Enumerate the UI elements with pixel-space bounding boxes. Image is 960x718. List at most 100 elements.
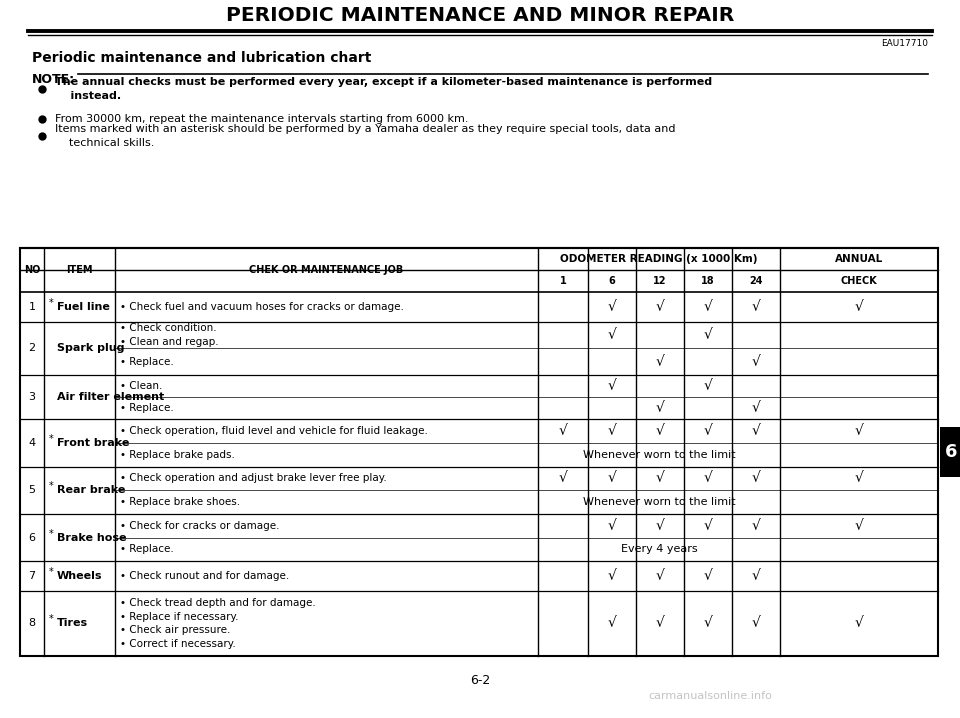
- Text: • Check condition.
• Clean and regap.: • Check condition. • Clean and regap.: [120, 323, 219, 347]
- Text: 5: 5: [29, 485, 36, 495]
- Text: *: *: [49, 567, 54, 577]
- Text: 6: 6: [609, 276, 615, 286]
- Text: √: √: [704, 379, 712, 393]
- Text: CHEK OR MAINTENANCE JOB: CHEK OR MAINTENANCE JOB: [250, 265, 403, 275]
- Text: 24: 24: [749, 276, 763, 286]
- Text: Periodic maintenance and lubrication chart: Periodic maintenance and lubrication cha…: [32, 51, 372, 65]
- Text: √: √: [752, 300, 760, 314]
- Text: √: √: [656, 300, 664, 314]
- Text: • Replace.: • Replace.: [120, 403, 174, 413]
- Text: √: √: [608, 519, 616, 533]
- Text: 6: 6: [29, 533, 36, 543]
- Text: 1: 1: [560, 276, 566, 286]
- Text: CHECK: CHECK: [841, 276, 877, 286]
- Text: Rear brake: Rear brake: [57, 485, 126, 495]
- Text: 18: 18: [701, 276, 715, 286]
- Text: √: √: [704, 617, 712, 630]
- Text: From 30000 km, repeat the maintenance intervals starting from 6000 km.: From 30000 km, repeat the maintenance in…: [55, 114, 468, 124]
- Text: Items marked with an asterisk should be performed by a Yamaha dealer as they req: Items marked with an asterisk should be …: [55, 124, 676, 148]
- Text: EAU17710: EAU17710: [881, 39, 928, 48]
- Text: Whenever worn to the limit: Whenever worn to the limit: [583, 497, 735, 507]
- Text: √: √: [704, 300, 712, 314]
- Text: Whenever worn to the limit: Whenever worn to the limit: [583, 449, 735, 460]
- Text: NO: NO: [24, 265, 40, 275]
- Text: Every 4 years: Every 4 years: [621, 544, 697, 554]
- Text: √: √: [559, 424, 567, 438]
- Text: • Replace brake shoes.: • Replace brake shoes.: [120, 497, 240, 507]
- Text: • Check tread depth and for damage.
• Replace if necessary.
• Check air pressure: • Check tread depth and for damage. • Re…: [120, 598, 316, 649]
- Text: √: √: [656, 472, 664, 485]
- Text: 3: 3: [29, 392, 36, 402]
- Text: √: √: [752, 355, 760, 368]
- Text: ANNUAL: ANNUAL: [835, 254, 883, 264]
- Text: √: √: [656, 424, 664, 438]
- Text: √: √: [752, 617, 760, 630]
- Text: 2: 2: [29, 343, 36, 353]
- Text: √: √: [752, 569, 760, 583]
- Text: √: √: [854, 617, 863, 630]
- Text: Fuel line: Fuel line: [57, 302, 109, 312]
- Text: √: √: [704, 519, 712, 533]
- Text: Front brake: Front brake: [57, 438, 130, 448]
- Text: √: √: [656, 355, 664, 368]
- Text: √: √: [608, 472, 616, 485]
- Text: • Replace brake pads.: • Replace brake pads.: [120, 449, 235, 460]
- Text: • Check operation and adjust brake lever free play.: • Check operation and adjust brake lever…: [120, 473, 387, 483]
- Text: √: √: [704, 472, 712, 485]
- Text: PERIODIC MAINTENANCE AND MINOR REPAIR: PERIODIC MAINTENANCE AND MINOR REPAIR: [226, 6, 734, 25]
- Text: Air filter element: Air filter element: [57, 392, 164, 402]
- Text: √: √: [704, 328, 712, 342]
- Text: • Check fuel and vacuum hoses for cracks or damage.: • Check fuel and vacuum hoses for cracks…: [120, 302, 404, 312]
- Text: √: √: [704, 569, 712, 583]
- Bar: [20, 248, 938, 656]
- Text: √: √: [752, 519, 760, 533]
- Text: NOTE:: NOTE:: [32, 73, 75, 86]
- Text: • Replace.: • Replace.: [120, 357, 174, 367]
- Text: 6-2: 6-2: [469, 673, 491, 686]
- Text: √: √: [752, 472, 760, 485]
- Text: √: √: [656, 617, 664, 630]
- Text: √: √: [854, 472, 863, 485]
- Text: 4: 4: [29, 438, 36, 448]
- Text: *: *: [49, 434, 54, 444]
- Text: • Replace.: • Replace.: [120, 544, 174, 554]
- Text: Tires: Tires: [57, 618, 88, 628]
- Text: Spark plug: Spark plug: [57, 343, 125, 353]
- Text: ODOMETER READING (x 1000 Km): ODOMETER READING (x 1000 Km): [561, 254, 757, 264]
- Text: • Clean.: • Clean.: [120, 381, 162, 391]
- Text: 6: 6: [945, 443, 957, 461]
- Text: √: √: [608, 569, 616, 583]
- Text: 8: 8: [29, 618, 36, 628]
- Text: √: √: [752, 401, 760, 415]
- Text: The annual checks must be performed every year, except if a kilometer-based main: The annual checks must be performed ever…: [55, 77, 712, 101]
- Text: √: √: [559, 472, 567, 485]
- Text: √: √: [704, 424, 712, 438]
- Text: √: √: [608, 328, 616, 342]
- Text: carmanualsonline.info: carmanualsonline.info: [648, 691, 772, 701]
- Text: √: √: [854, 424, 863, 438]
- Text: • Check runout and for damage.: • Check runout and for damage.: [120, 571, 289, 581]
- Text: √: √: [854, 300, 863, 314]
- Text: 12: 12: [653, 276, 667, 286]
- Text: √: √: [608, 300, 616, 314]
- Text: √: √: [656, 519, 664, 533]
- Text: • Check operation, fluid level and vehicle for fluid leakage.: • Check operation, fluid level and vehic…: [120, 426, 428, 436]
- Text: √: √: [608, 424, 616, 438]
- Text: Brake hose: Brake hose: [57, 533, 127, 543]
- Text: *: *: [49, 615, 54, 625]
- Text: √: √: [752, 424, 760, 438]
- Text: 7: 7: [29, 571, 36, 581]
- Text: 1: 1: [29, 302, 36, 312]
- Text: *: *: [49, 528, 54, 538]
- Text: *: *: [49, 481, 54, 491]
- Text: √: √: [656, 401, 664, 415]
- Bar: [940, 427, 960, 477]
- Text: √: √: [854, 519, 863, 533]
- Text: Wheels: Wheels: [57, 571, 103, 581]
- Text: ITEM: ITEM: [66, 265, 93, 275]
- Text: √: √: [608, 379, 616, 393]
- Text: *: *: [49, 298, 54, 308]
- Text: √: √: [608, 617, 616, 630]
- Text: • Check for cracks or damage.: • Check for cracks or damage.: [120, 521, 279, 531]
- Text: √: √: [656, 569, 664, 583]
